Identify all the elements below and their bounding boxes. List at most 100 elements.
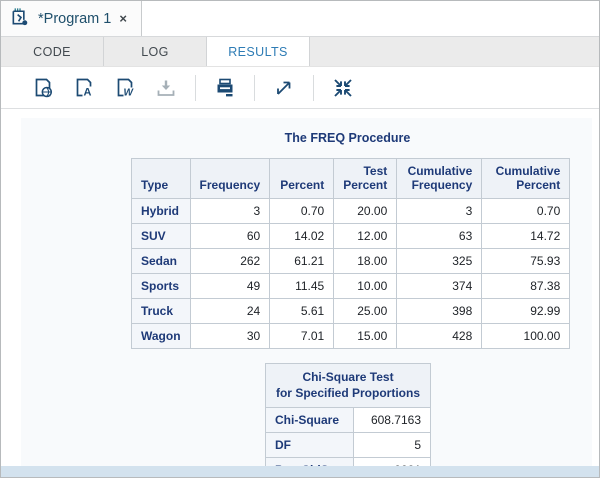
table-row: Hybrid 3 0.70 20.00 3 0.70 [131, 198, 571, 224]
freq-table: Type Frequency Percent Test Percent Cumu… [131, 158, 571, 349]
table-cell: 18.00 [333, 248, 398, 274]
table-cell: 14.72 [481, 223, 571, 249]
chi-title-line2: for Specified Proportions [275, 386, 420, 401]
table-cell: <.0001 [353, 457, 431, 466]
tab-log[interactable]: LOG [104, 37, 207, 66]
download-pdf-button[interactable]: A [72, 76, 96, 100]
tab-results[interactable]: RESULTS [207, 37, 310, 66]
table-row: Truck 24 5.61 25.00 398 92.99 [131, 298, 571, 324]
open-in-new-window-button[interactable] [272, 76, 296, 100]
svg-text:W: W [124, 87, 135, 98]
procedure-title: The FREQ Procedure [284, 131, 411, 145]
program-icon [10, 6, 31, 32]
table-cell: 61.21 [269, 248, 335, 274]
table-row: Sedan 262 61.21 18.00 325 75.93 [131, 248, 571, 274]
row-header: Hybrid [131, 198, 191, 224]
bottom-scrollbar-track[interactable] [1, 466, 599, 477]
download-button[interactable] [154, 76, 178, 100]
table-cell: 24 [189, 298, 271, 324]
view-tab-bar: CODE LOG RESULTS [1, 37, 599, 67]
column-header: Cumulative Percent [481, 158, 571, 199]
table-cell: 7.01 [269, 323, 335, 349]
toolbar-separator [254, 74, 255, 101]
column-header: Percent [269, 158, 335, 199]
table-cell: 0.70 [481, 198, 571, 224]
program-tab-title: *Program 1 [38, 10, 112, 27]
row-header: Sports [131, 273, 191, 299]
table-cell: 49 [189, 273, 271, 299]
download-word-icon: W [117, 78, 135, 98]
table-cell: 428 [396, 323, 483, 349]
row-header: Pr > ChiSq [265, 457, 354, 466]
row-header: Sedan [131, 248, 191, 274]
table-cell: 0.70 [269, 198, 335, 224]
close-tab-icon[interactable]: × [119, 11, 127, 26]
toolbar-separator [313, 74, 314, 101]
table-row: Chi-Square 608.7163 [265, 407, 431, 434]
results-toolbar: A W [1, 67, 599, 109]
table-cell: 20.00 [333, 198, 398, 224]
row-header: Wagon [131, 323, 191, 349]
table-cell: 10.00 [333, 273, 398, 299]
table-cell: 25.00 [333, 298, 398, 324]
table-row: SUV 60 14.02 12.00 63 14.72 [131, 223, 571, 249]
table-cell: 60 [189, 223, 271, 249]
row-header: DF [265, 432, 354, 459]
column-header: Frequency [189, 158, 271, 199]
results-content: The FREQ Procedure Type Frequency Percen… [1, 109, 599, 466]
svg-text:A: A [84, 86, 92, 98]
table-cell: 30 [189, 323, 271, 349]
collapse-view-icon [334, 78, 352, 97]
table-cell: 5 [353, 432, 431, 459]
download-pdf-icon: A [76, 78, 93, 98]
table-cell: 374 [396, 273, 483, 299]
row-header: Chi-Square [265, 407, 354, 434]
chi-title-line1: Chi-Square Test [302, 370, 394, 384]
download-html-icon [35, 78, 53, 97]
table-cell: 325 [396, 248, 483, 274]
table-cell: 12.00 [333, 223, 398, 249]
table-cell: 100.00 [481, 323, 571, 349]
table-row: DF 5 [265, 432, 431, 459]
row-header: SUV [131, 223, 191, 249]
chi-square-table: Chi-Square Test for Specified Proportion… [265, 362, 431, 466]
table-row: Pr > ChiSq <.0001 [265, 457, 431, 466]
table-cell: 92.99 [481, 298, 571, 324]
open-in-new-window-icon [277, 81, 291, 95]
program-tab[interactable]: *Program 1 × [1, 1, 142, 36]
table-row: Sports 49 11.45 10.00 374 87.38 [131, 273, 571, 299]
table-cell: 5.61 [269, 298, 335, 324]
chi-header-row: Chi-Square Test for Specified Proportion… [265, 362, 431, 409]
tab-code[interactable]: CODE [1, 37, 104, 66]
table-cell: 11.45 [269, 273, 335, 299]
freq-header-row: Type Frequency Percent Test Percent Cumu… [131, 158, 571, 199]
document-tab-bar: *Program 1 × [1, 1, 599, 37]
download-word-button[interactable]: W [113, 76, 137, 100]
download-icon [157, 80, 175, 96]
collapse-view-button[interactable] [331, 76, 355, 100]
print-icon [217, 78, 233, 96]
table-cell: 3 [396, 198, 483, 224]
table-row: Wagon 30 7.01 15.00 428 100.00 [131, 323, 571, 349]
table-cell: 15.00 [333, 323, 398, 349]
column-header: Test Percent [333, 158, 398, 199]
print-button[interactable] [213, 76, 237, 100]
table-cell: 3 [189, 198, 271, 224]
table-cell: 262 [189, 248, 271, 274]
column-header: Cumulative Frequency [396, 158, 483, 199]
results-panel: The FREQ Procedure Type Frequency Percen… [21, 118, 592, 466]
table-cell: 14.02 [269, 223, 335, 249]
table-cell: 75.93 [481, 248, 571, 274]
column-header: Type [131, 158, 191, 199]
freq-table-block: Type Frequency Percent Test Percent Cumu… [131, 158, 592, 349]
table-cell: 608.7163 [353, 407, 431, 434]
toolbar-separator [195, 74, 196, 101]
row-header: Truck [131, 298, 191, 324]
chi-table-title: Chi-Square Test for Specified Proportion… [265, 362, 431, 409]
download-html-button[interactable] [31, 76, 55, 100]
table-cell: 63 [396, 223, 483, 249]
table-cell: 87.38 [481, 273, 571, 299]
chi-square-table-block: Chi-Square Test for Specified Proportion… [265, 362, 592, 466]
table-cell: 398 [396, 298, 483, 324]
